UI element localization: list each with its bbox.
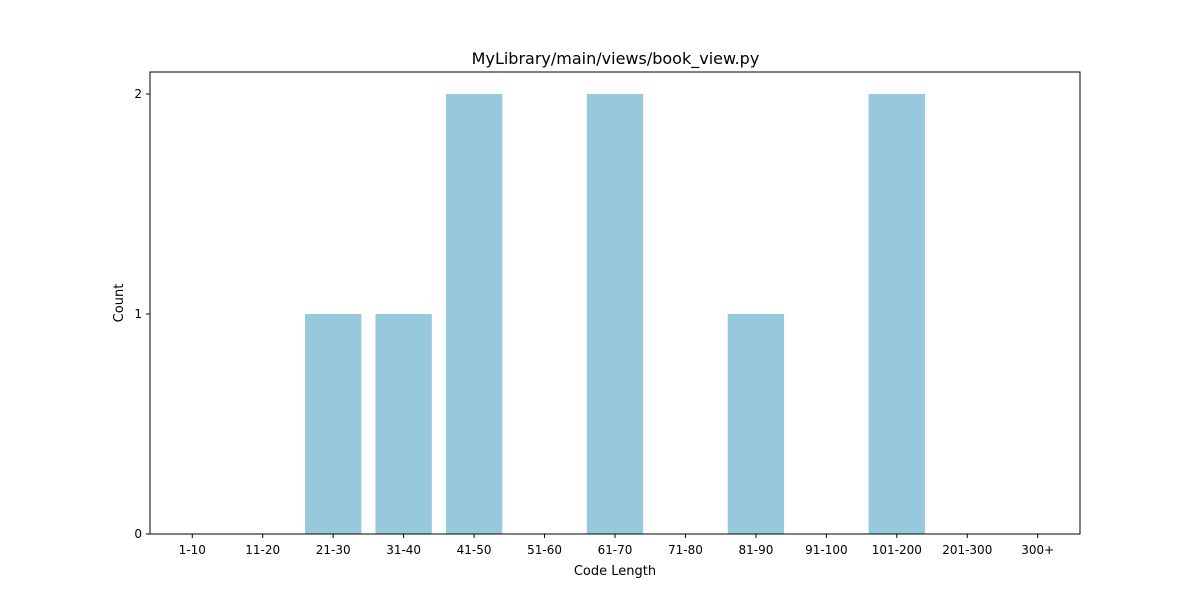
x-tick-label: 71-80 [668,543,703,557]
x-tick-label: 31-40 [386,543,421,557]
y-axis: 0 1 2 [134,87,150,541]
y-tick-label: 1 [134,307,142,321]
x-tick-label: 51-60 [527,543,562,557]
x-tick-label: 101-200 [872,543,922,557]
bars-layer [305,94,925,534]
x-tick-label: 300+ [1021,543,1054,557]
x-axis-label: Code Length [574,564,656,579]
bar-41-50 [446,94,502,534]
bar-101-200 [869,94,925,534]
x-tick-label: 91-100 [805,543,848,557]
chart-title: MyLibrary/main/views/book_view.py [472,49,760,69]
x-tick-label: 41-50 [457,543,492,557]
bar-31-40 [375,314,431,534]
bar-81-90 [728,314,784,534]
y-axis-label: Count [112,284,127,323]
x-axis: 1-10 11-20 21-30 31-40 41-50 51-60 61-70 71-80 8… [179,534,1055,557]
bar-21-30 [305,314,361,534]
x-tick-label: 1-10 [179,543,206,557]
x-tick-label: 61-70 [598,543,633,557]
x-tick-label: 11-20 [245,543,280,557]
x-tick-label: 81-90 [738,543,773,557]
y-tick-label: 0 [134,527,142,541]
bar-61-70 [587,94,643,534]
x-tick-label: 21-30 [316,543,351,557]
x-tick-label: 201-300 [942,543,992,557]
y-tick-label: 2 [134,87,142,101]
